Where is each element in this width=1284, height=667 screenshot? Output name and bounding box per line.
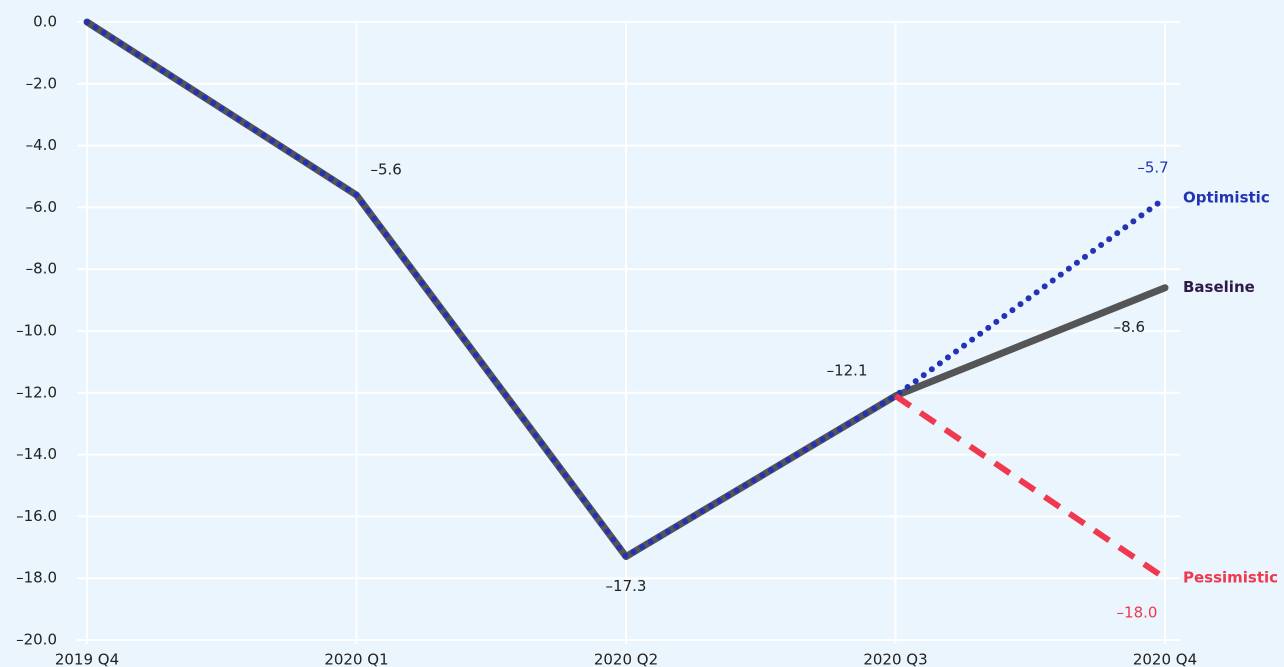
x-tick-label: 2019 Q4	[55, 651, 119, 667]
y-tick-label: –18.0	[16, 569, 57, 587]
y-tick-label: –8.0	[26, 260, 57, 278]
y-tick-label: –12.0	[16, 383, 57, 401]
x-tick-label: 2020 Q3	[863, 651, 927, 667]
x-tick-label: 2020 Q4	[1133, 651, 1197, 667]
data-label: –17.3	[606, 577, 647, 595]
line-dashed	[893, 393, 1167, 581]
data-label: –18.0	[1117, 604, 1158, 622]
data-label: –12.1	[827, 361, 868, 379]
y-tick-label: –6.0	[26, 198, 57, 216]
y-tick-label: –16.0	[16, 507, 57, 525]
y-tick-label: –2.0	[26, 74, 57, 92]
data-label: –5.7	[1137, 159, 1168, 177]
line-dotted	[84, 19, 1168, 560]
series-label: Baseline	[1183, 278, 1255, 296]
y-tick-label: 0.0	[33, 13, 57, 31]
data-label: –8.6	[1114, 318, 1145, 336]
y-tick-label: –4.0	[26, 136, 57, 154]
x-tick-label: 2020 Q1	[324, 651, 388, 667]
series-label: Optimistic	[1183, 189, 1270, 207]
y-tick-label: –10.0	[16, 322, 57, 340]
y-tick-label: –14.0	[16, 445, 57, 463]
series-label: Pessimistic	[1183, 569, 1278, 587]
x-tick-label: 2020 Q2	[594, 651, 658, 667]
y-tick-label: –20.0	[16, 631, 57, 649]
data-label: –5.6	[371, 161, 402, 179]
